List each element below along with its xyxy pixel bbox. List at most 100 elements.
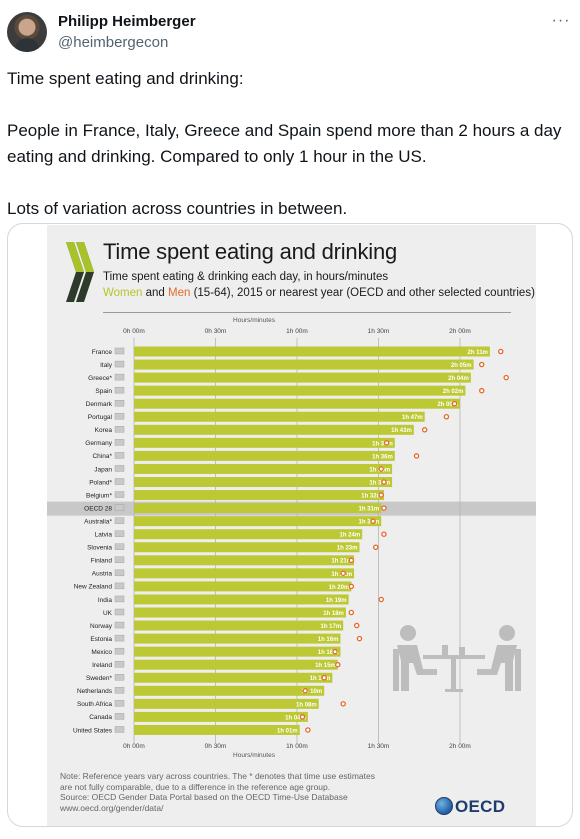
bar-value-label: 1h 19m	[326, 598, 347, 604]
men-dot	[383, 440, 390, 446]
country-flag-icon	[114, 386, 125, 394]
country-label: France	[92, 349, 113, 356]
women-bar	[134, 359, 474, 370]
bar-value-label: 1h 15m	[315, 663, 336, 669]
oecd-logo-text: OECD	[455, 797, 506, 816]
men-dot	[478, 361, 485, 368]
country-label: Germany	[85, 440, 112, 447]
x-tick-label-bottom: 0h 30m	[205, 743, 227, 750]
women-bar	[134, 555, 355, 566]
women-bar	[134, 711, 308, 722]
country-flag-icon	[114, 347, 125, 355]
tweet-text: Time spent eating and drinking: People i…	[7, 66, 573, 248]
women-bar	[134, 516, 382, 527]
country-flag-icon	[114, 726, 125, 733]
bar-value-label: 1h 43m	[391, 428, 412, 434]
country-label: Portugal	[88, 414, 113, 421]
women-bar	[134, 607, 346, 618]
country-label: Poland*	[89, 479, 112, 486]
country-flag-icon	[114, 661, 125, 668]
x-tick-label-top: 2h 00m	[449, 328, 471, 335]
country-flag-icon	[114, 452, 125, 459]
country-flag-icon	[114, 491, 125, 498]
tweet-header: Philipp Heimberger @heimbergecon ···	[7, 12, 573, 56]
men-dot	[356, 635, 363, 642]
country-flag-icon	[114, 687, 125, 694]
bar-value-label: 1h 23m	[337, 546, 358, 552]
author-handle[interactable]: @heimbergecon	[58, 34, 169, 51]
women-bar	[134, 372, 471, 383]
country-label: UK	[103, 610, 113, 617]
country-flag-icon	[114, 595, 125, 603]
bar-value-label: 1h 16m	[318, 650, 339, 656]
men-dot	[443, 413, 450, 420]
men-dot	[340, 701, 346, 707]
country-label: Australia*	[84, 518, 112, 525]
men-dot	[378, 596, 384, 603]
country-flag-icon	[114, 413, 125, 420]
men-dot	[478, 387, 485, 394]
country-label: Latvia	[95, 532, 113, 539]
legend-women: Women	[103, 287, 143, 299]
bar-value-label: 1h 31m	[359, 507, 380, 513]
women-bar	[134, 672, 333, 683]
women-bar	[134, 398, 460, 409]
author-name[interactable]: Philipp Heimberger	[58, 13, 196, 30]
men-dot	[503, 374, 509, 381]
country-flag-icon	[114, 543, 125, 550]
men-dot	[299, 714, 306, 720]
chair-icon	[515, 649, 521, 691]
country-label: Canada	[89, 714, 112, 721]
x-tick-label-bottom: 2h 00m	[449, 743, 471, 750]
men-dot	[373, 544, 379, 550]
tweet-media-image[interactable]: Time spent eating and drinking Time spen…	[7, 223, 573, 827]
men-dot	[381, 531, 387, 537]
person-head-icon	[400, 625, 416, 641]
country-label: India	[98, 597, 112, 604]
x-tick-label-top: 1h 00m	[286, 328, 308, 335]
country-flag-icon	[114, 465, 125, 472]
person-body-icon	[477, 645, 517, 691]
legend-and: and	[142, 287, 168, 299]
women-bar	[134, 450, 395, 461]
country-flag-icon	[114, 360, 125, 368]
country-flag-icon	[114, 478, 125, 485]
avatar[interactable]	[7, 12, 47, 52]
country-label: Sweden*	[86, 675, 112, 682]
chart-note: Note: Reference years vary across countr…	[60, 771, 390, 813]
country-label: Estonia	[90, 636, 112, 643]
bar-value-label: 2h 04m	[448, 376, 469, 382]
women-bar	[134, 646, 341, 657]
infographic: Time spent eating and drinking Time spen…	[47, 225, 536, 826]
women-bar	[134, 463, 393, 474]
x-tick-label-top: 1h 30m	[368, 328, 390, 335]
men-dot	[370, 518, 376, 524]
bar-value-label: 1h 35m	[369, 480, 390, 486]
bar-value-label: 1h 18m	[323, 611, 344, 617]
bar-value-label: 1h 21m	[331, 559, 352, 565]
women-bar	[134, 424, 414, 435]
country-flag-icon	[114, 713, 125, 720]
legend-rest: (15-64), 2015 or nearest year (OECD and …	[190, 287, 535, 299]
x-tick-label-top: 0h 30m	[205, 328, 227, 335]
bar-value-label: 2h 05m	[451, 363, 472, 369]
more-options-icon[interactable]: ···	[551, 12, 571, 29]
axis-title-bottom: Hours/minutes	[233, 752, 276, 759]
country-label: Greece*	[88, 375, 112, 382]
country-flag-icon	[114, 439, 125, 446]
country-flag-icon	[114, 517, 125, 524]
men-dot	[321, 674, 327, 681]
country-flag-icon	[114, 674, 125, 681]
men-dot	[378, 466, 384, 472]
women-bar	[134, 685, 325, 696]
men-dot	[302, 688, 308, 694]
country-label: Spain	[95, 388, 112, 395]
country-flag-icon	[114, 426, 125, 433]
bar-value-label: 1h 08m	[296, 702, 317, 708]
women-bar	[134, 659, 338, 670]
person-body-icon	[397, 645, 437, 691]
chart-subtitle-legend: Women and Men (15-64), 2015 or nearest y…	[103, 287, 535, 299]
bar-value-label: 1h 04m	[285, 715, 306, 721]
country-flag-icon	[114, 634, 125, 642]
bar-value-label: 1h 17m	[320, 624, 341, 630]
